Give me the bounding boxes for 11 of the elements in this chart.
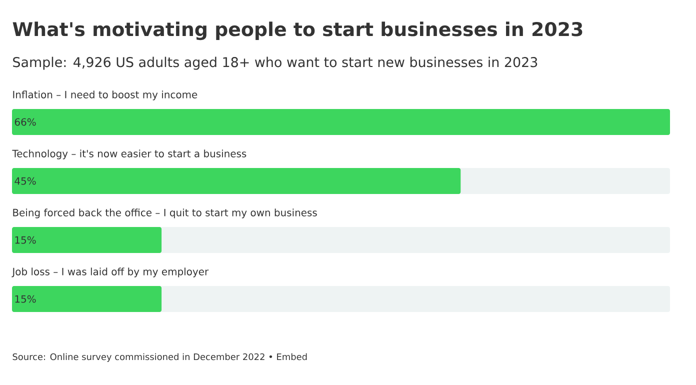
data-label: 45% [14,177,36,185]
data-label: 66% [14,118,36,126]
chart-title: What's motivating people to start businesses in 2023 [12,22,582,40]
source-note: Source: Online survey commissioned in December 2022 • Embed [12,353,307,362]
data-label: 15% [15,236,36,244]
y-tick-label: Inflation – I need to boost my income [13,90,198,100]
y-tick-label: Being forced back the office – I quit to start my own business [13,208,317,218]
chart-subtitle: Sample: 4,926 US adults aged 18+ who want to start new businesses in 2023 [13,56,538,70]
y-tick-label: Technology – it's now easier to start a business [12,150,246,160]
data-label: 15% [15,295,36,303]
y-tick-label: Job loss – I was laid off by my employer [12,268,209,278]
